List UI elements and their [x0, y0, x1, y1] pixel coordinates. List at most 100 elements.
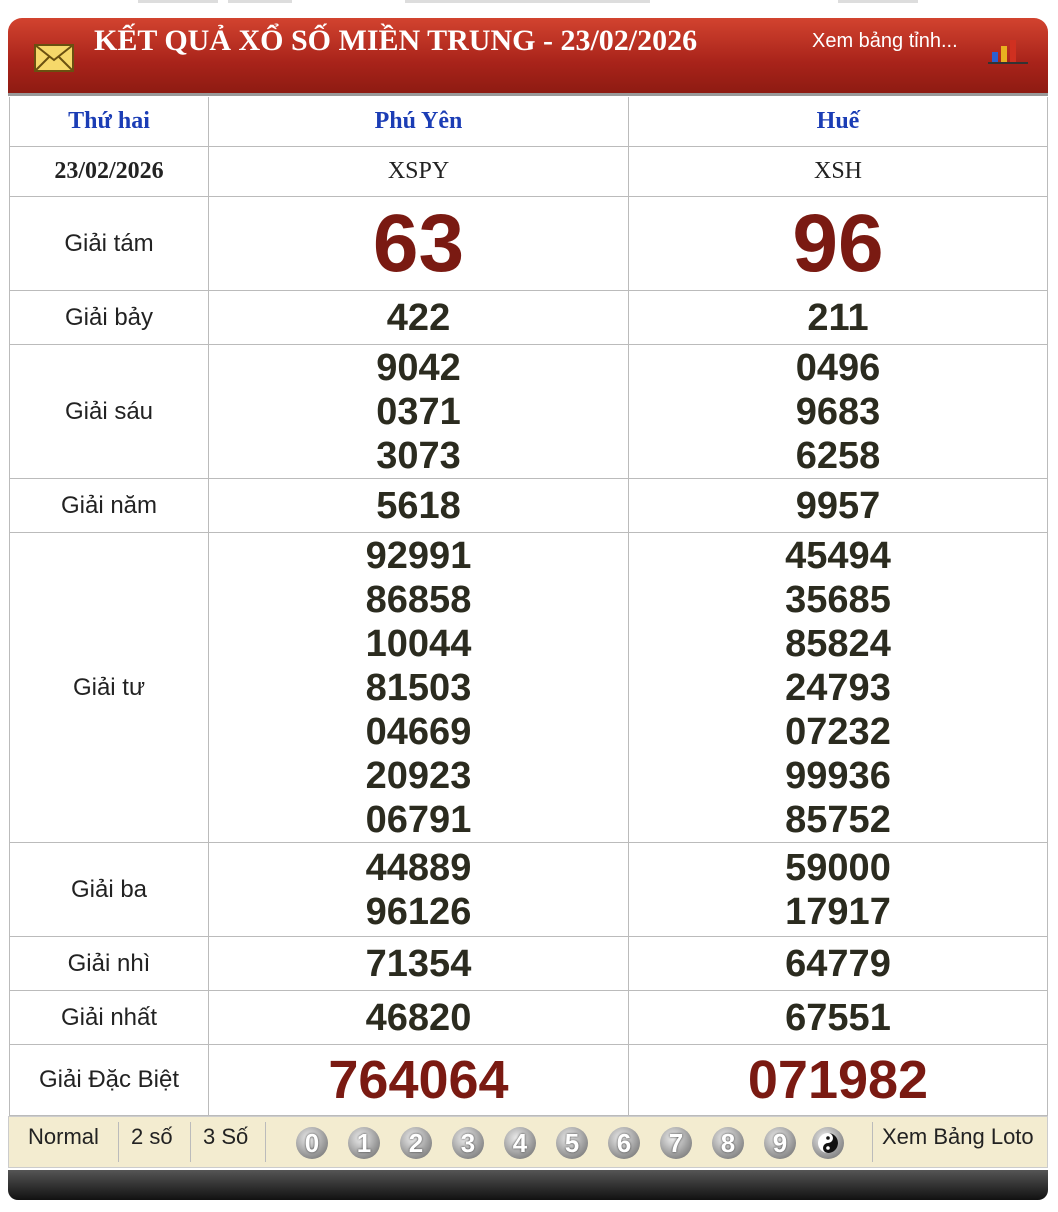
digit-ball[interactable]: 6	[608, 1127, 640, 1159]
digit-ball[interactable]: 4	[504, 1127, 536, 1159]
prize-cell: 5618	[209, 479, 629, 533]
prize-number: 86858	[365, 578, 472, 621]
yin-yang	[818, 1133, 838, 1153]
prize-label-cell: Giải nhất	[10, 991, 209, 1045]
prize-number: 85752	[785, 798, 891, 841]
code: 23/02/2026	[54, 158, 164, 184]
prize-number: 0496	[795, 346, 881, 389]
prize-label: Giải nhì	[67, 949, 151, 977]
bottom-bar	[8, 1170, 1048, 1200]
prize-label-cell: Giải tám	[10, 197, 209, 291]
digit-ball[interactable]: 7	[660, 1127, 692, 1159]
prize-label: Giải tư	[72, 673, 146, 701]
prize-number: 92991	[365, 534, 472, 577]
prize-label: Giải Đặc Biệt	[38, 1066, 180, 1093]
prize-label: Giải ba	[70, 875, 148, 903]
header-cell: XSPY	[209, 147, 629, 197]
header-cell: XSH	[629, 147, 1048, 197]
prize-number: 422	[386, 296, 451, 339]
prize-number: 63	[372, 197, 465, 289]
prize-number: 99936	[785, 754, 891, 797]
prize-number: 67551	[785, 996, 891, 1039]
loto-link[interactable]: Xem Bảng Loto	[882, 1124, 1034, 1149]
mail-icon	[34, 44, 74, 72]
prize-cell: 63	[209, 197, 629, 291]
prize-label-cell: Giải bảy	[10, 291, 209, 345]
prize-label-cell: Giải nhì	[10, 937, 209, 991]
header-cell: 23/02/2026	[10, 147, 209, 197]
prize-cell: 071982	[629, 1045, 1048, 1116]
separator	[190, 1122, 191, 1162]
tab	[138, 0, 218, 3]
digit-ball[interactable]: 1	[348, 1127, 380, 1159]
prize-number: 211	[807, 296, 869, 339]
prize-label-cell: Giải Đặc Biệt	[10, 1045, 209, 1116]
prize-number: 764064	[328, 1050, 509, 1110]
prize-label-cell: Giải ba	[10, 843, 209, 937]
prize-number: 20923	[365, 754, 472, 797]
prize-cell: 45494 35685 85824 24793 07232 99936 85752	[629, 533, 1048, 843]
province-link[interactable]: Xem bảng tỉnh...	[812, 30, 958, 52]
prize-cell: 92991 86858 10044 81503 04669 20923 06791	[209, 533, 629, 843]
yin-yang-icon[interactable]	[812, 1127, 844, 1159]
header-cell: Thứ hai	[10, 97, 209, 147]
prize-number: 35685	[785, 578, 891, 621]
prize-number: 0371	[376, 390, 461, 433]
digit-ball[interactable]: 5	[556, 1127, 588, 1159]
prize-cell: 211	[629, 291, 1048, 345]
mode-button[interactable]: 2 số	[131, 1124, 173, 1149]
prize-label-cell: Giải sáu	[10, 345, 209, 479]
prize-cell: 71354	[209, 937, 629, 991]
digit-ball[interactable]: 8	[712, 1127, 744, 1159]
prize-number: 44889	[365, 846, 472, 889]
mode-button[interactable]: 3 Số	[203, 1124, 249, 1149]
prize-number: 17917	[785, 890, 891, 933]
header-cell: Huế	[629, 97, 1048, 147]
separator	[872, 1122, 873, 1162]
header-bar	[8, 18, 1048, 96]
prize-number: 9683	[795, 390, 881, 433]
prize-number: 85824	[785, 622, 891, 665]
prize-label: Giải năm	[60, 491, 158, 519]
prize-number: 5618	[376, 484, 461, 527]
prize-number: 9042	[376, 346, 461, 389]
prize-number: 71354	[365, 942, 472, 985]
tab	[838, 0, 918, 3]
prize-number: 10044	[365, 622, 472, 665]
mode-button[interactable]: Normal	[28, 1124, 99, 1149]
column-header: Phú Yên	[374, 108, 463, 134]
prize-number: 06791	[365, 798, 472, 841]
digit-ball[interactable]: 9	[764, 1127, 796, 1159]
prize-label: Giải nhất	[60, 1003, 158, 1031]
chart-icon[interactable]	[988, 36, 1028, 64]
prize-number: 3073	[376, 434, 461, 477]
prize-number: 9957	[795, 484, 881, 527]
prize-label: Giải tám	[64, 229, 154, 257]
prize-cell: 9957	[629, 479, 1048, 533]
prize-number: 071982	[747, 1050, 929, 1110]
prize-number: 04669	[365, 710, 472, 753]
prize-cell: 64779	[629, 937, 1048, 991]
prize-cell: 422	[209, 291, 629, 345]
prize-number: 96126	[365, 890, 472, 933]
digit-ball[interactable]: 2	[400, 1127, 432, 1159]
prize-label: Giải sáu	[64, 397, 154, 425]
digit-ball[interactable]: 0	[296, 1127, 328, 1159]
prize-number: 96	[792, 197, 884, 289]
prize-number: 59000	[785, 846, 891, 889]
digit-ball[interactable]: 3	[452, 1127, 484, 1159]
title: KẾT QUẢ XỔ SỐ MIỀN TRUNG - 23/02/2026	[94, 24, 698, 57]
code: XSPY	[387, 158, 450, 184]
prize-number: 81503	[365, 666, 472, 709]
prize-cell: 96	[629, 197, 1048, 291]
prize-label-cell: Giải năm	[10, 479, 209, 533]
prize-cell: 44889 96126	[209, 843, 629, 937]
tab	[405, 0, 650, 3]
separator	[118, 1122, 119, 1162]
prize-label: Giải bảy	[64, 303, 154, 331]
prize-label-cell: Giải tư	[10, 533, 209, 843]
prize-cell: 59000 17917	[629, 843, 1048, 937]
prize-number: 64779	[785, 942, 891, 985]
header-cell: Phú Yên	[209, 97, 629, 147]
